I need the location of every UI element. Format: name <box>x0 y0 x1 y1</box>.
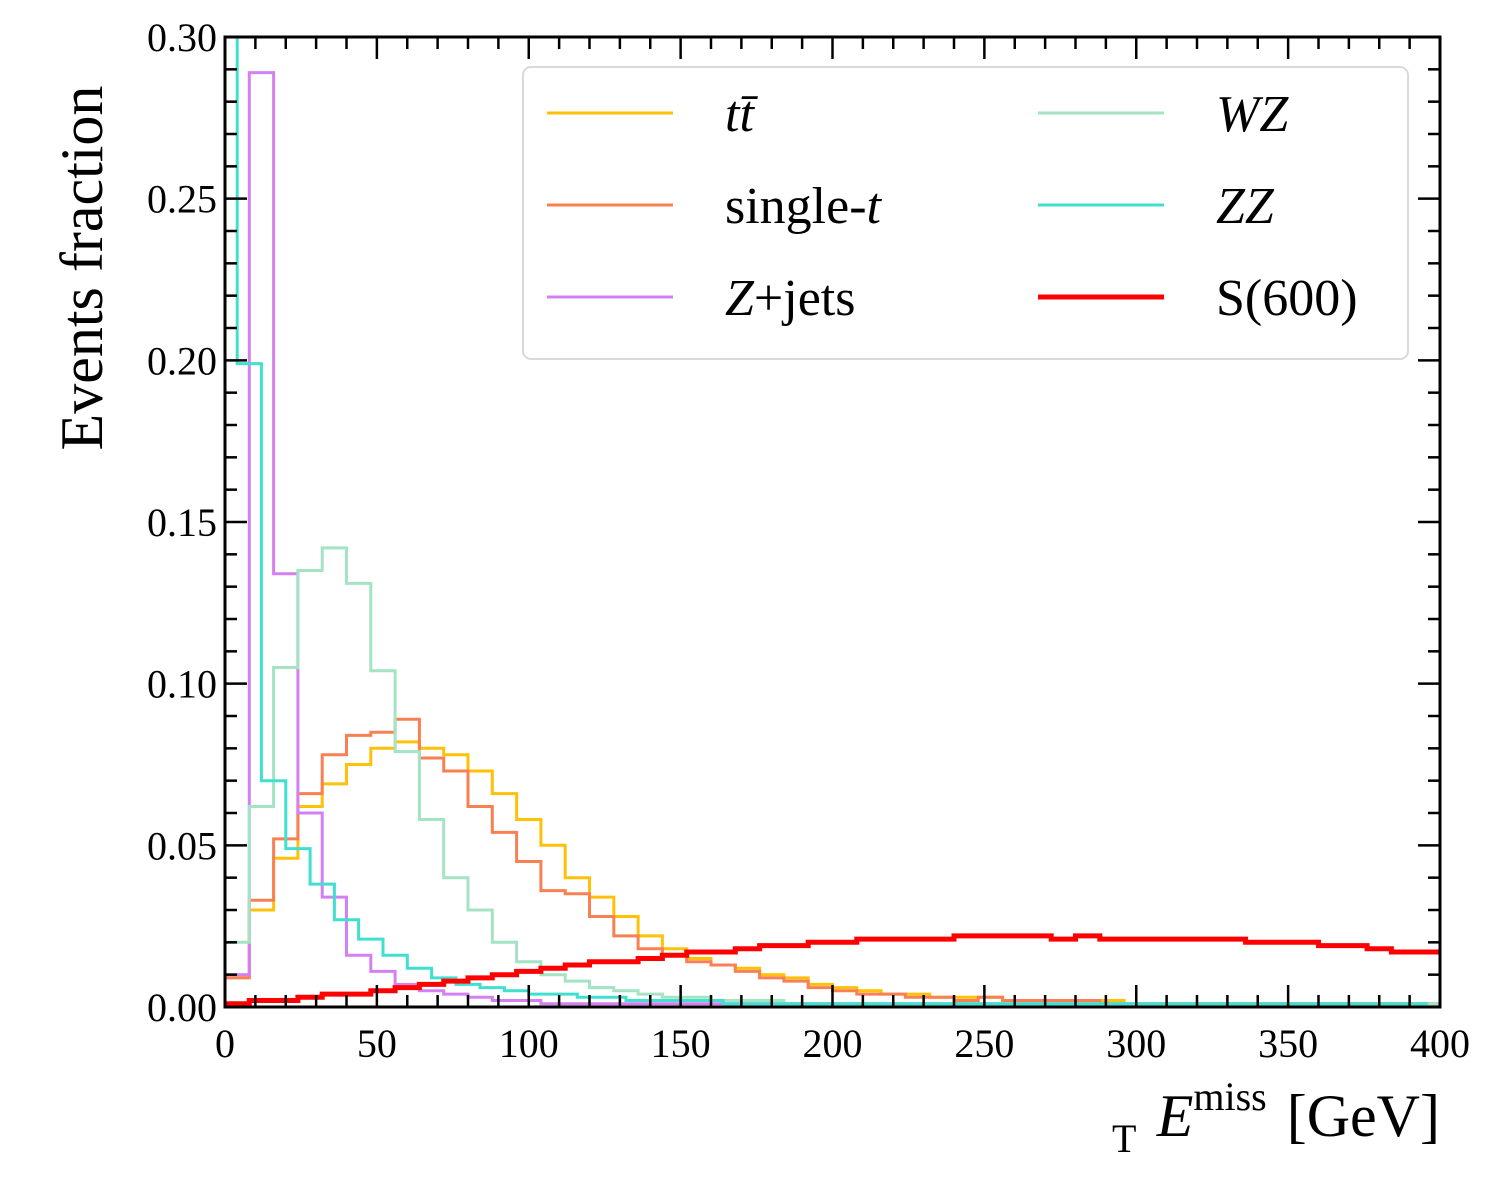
legend-label: tt̄ <box>725 86 758 143</box>
x-axis-title-unit: [GeV] <box>1287 1083 1440 1149</box>
legend-label: S(600) <box>1216 270 1358 327</box>
y-tick-label: 0.15 <box>147 500 217 545</box>
x-tick-label: 350 <box>1258 1021 1318 1066</box>
plot-frame <box>223 35 1442 1009</box>
x-tick-label: 150 <box>651 1021 711 1066</box>
y-axis-title: Events fraction <box>49 86 115 451</box>
y-tick-label: 0.20 <box>147 338 217 383</box>
y-tick-label: 0.25 <box>147 177 217 222</box>
legend-entry: WZ <box>1038 86 1289 143</box>
x-tick-label: 0 <box>215 1021 235 1066</box>
legend-entry: S(600) <box>1038 270 1358 327</box>
x-axis-title: Emiss [GeV] <box>1156 1074 1440 1149</box>
legend-label: single-t <box>725 178 883 235</box>
legend-entry: ZZ <box>1038 178 1275 235</box>
legend-label: Z+jets <box>725 270 855 327</box>
legend-entry: tt̄ <box>547 86 758 143</box>
x-tick-label: 400 <box>1410 1021 1470 1066</box>
y-tick-label: 0.30 <box>147 15 217 60</box>
y-tick-label: 0.05 <box>147 823 217 868</box>
x-tick-label: 200 <box>803 1021 863 1066</box>
legend: tt̄ single-t Z+jets WZ ZZ S(600) <box>522 66 1409 360</box>
legend-box <box>522 66 1409 360</box>
legend-label: ZZ <box>1216 178 1275 235</box>
x-axis-title-sup: miss <box>1193 1074 1266 1119</box>
legend-entry: Z+jets <box>547 270 855 327</box>
y-tick-label: 0.00 <box>147 985 217 1030</box>
series-line-s-600 <box>225 933 1440 1007</box>
series-layer <box>225 35 1440 1007</box>
x-tick-label: 250 <box>954 1021 1014 1066</box>
y-tick-label: 0.10 <box>147 662 217 707</box>
x-axis-title-main: E <box>1156 1083 1194 1149</box>
legend-entry: single-t <box>547 178 883 235</box>
x-axis-title-sub: T <box>1112 1116 1136 1161</box>
legend-label: WZ <box>1216 86 1289 143</box>
tick-labels: 0 50 100 150 200 250 300 350 400 0.00 0.05 0.10 0.15… <box>147 15 1470 1066</box>
x-tick-label: 300 <box>1106 1021 1166 1066</box>
ticks-layer <box>223 35 1442 1009</box>
x-tick-label: 100 <box>499 1021 559 1066</box>
x-tick-label: 50 <box>357 1021 397 1066</box>
